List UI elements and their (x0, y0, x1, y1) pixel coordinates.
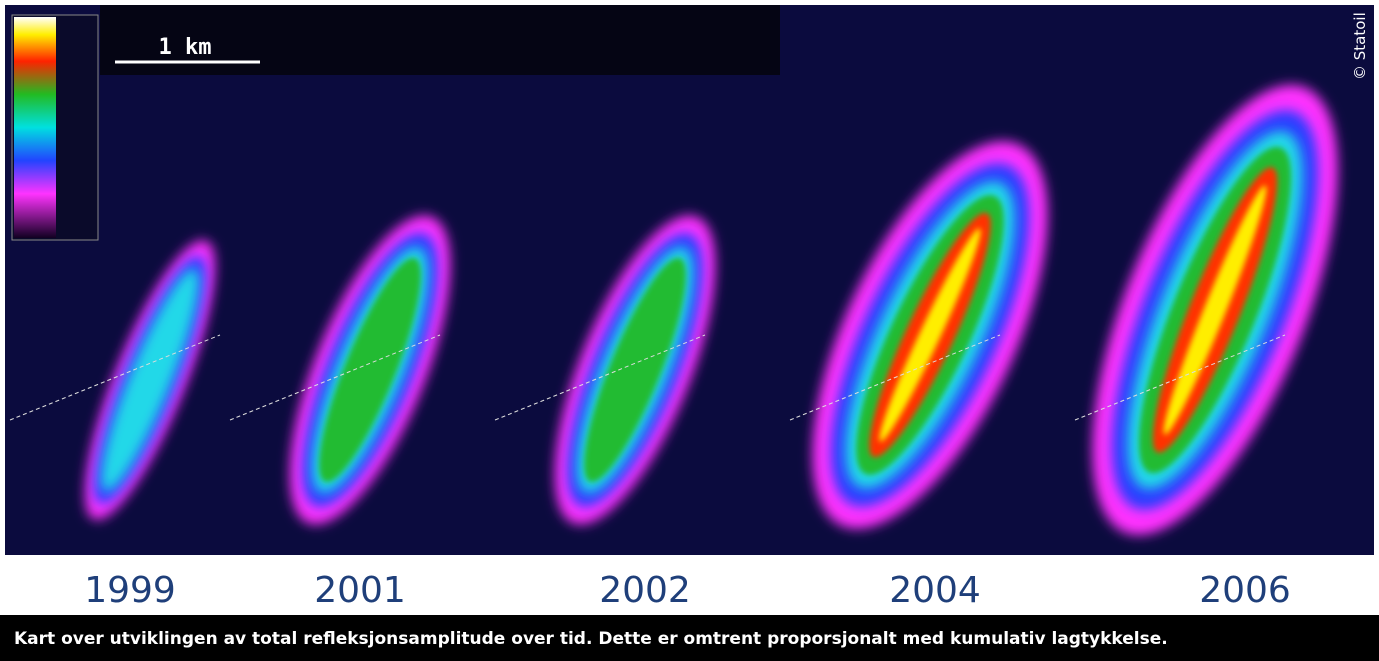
year-label: 2002 (599, 570, 691, 611)
plume-layer (584, 257, 686, 483)
colorbar (14, 17, 56, 238)
survey-line (9, 334, 221, 421)
plume (1092, 84, 1338, 536)
caption: Kart over utviklingen av total refleksjo… (14, 629, 1168, 649)
year-label: 2001 (314, 570, 406, 611)
plume (289, 215, 451, 525)
survey-line (789, 334, 1001, 421)
year-label: 1999 (84, 570, 176, 611)
plume (554, 215, 716, 525)
year-labels: 1999 2001 2002 2004 2006 (84, 570, 1291, 611)
plume-layer (319, 257, 421, 483)
scale-label: 1 km (159, 35, 212, 60)
plume (85, 240, 215, 520)
survey-line (229, 334, 441, 421)
survey-line (1074, 334, 1286, 421)
copyright: © Statoil (1351, 12, 1369, 80)
year-label: 2004 (889, 570, 981, 611)
caption-bar (0, 615, 1379, 661)
plume (812, 141, 1048, 529)
plumes (9, 84, 1338, 536)
survey-line (494, 334, 706, 421)
plume-layer (1163, 185, 1267, 435)
year-label: 2006 (1199, 570, 1291, 611)
plume-layer (879, 228, 981, 442)
plume-layer (101, 268, 199, 492)
